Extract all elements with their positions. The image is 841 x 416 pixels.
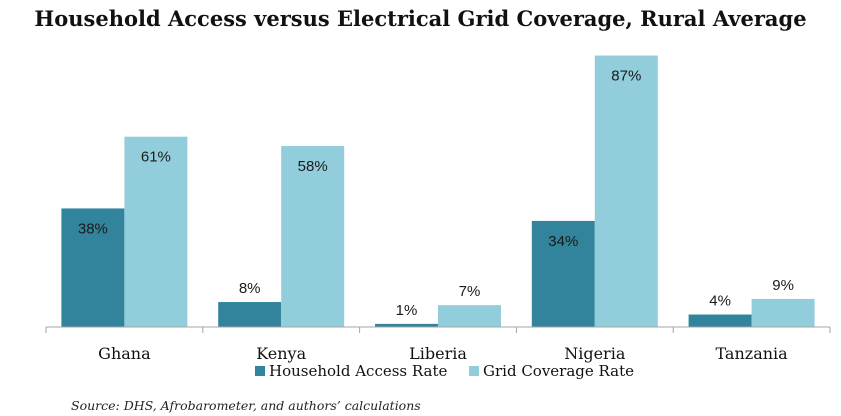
chart-title: Household Access versus Electrical Grid … bbox=[34, 6, 807, 31]
data-label-household-access-nigeria: 34% bbox=[548, 233, 578, 250]
bar-grid-coverage-liberia bbox=[438, 305, 501, 327]
legend-label-household-access: Household Access Rate bbox=[269, 362, 447, 380]
data-label-grid-coverage-tanzania: 9% bbox=[772, 277, 794, 294]
data-label-grid-coverage-liberia: 7% bbox=[459, 283, 481, 300]
x-tick-label-ghana: Ghana bbox=[98, 344, 151, 363]
bar-grid-coverage-ghana bbox=[124, 136, 188, 327]
bar-grid-coverage-tanzania bbox=[751, 298, 815, 327]
x-tick-label-tanzania: Tanzania bbox=[715, 344, 788, 363]
data-label-household-access-kenya: 8% bbox=[239, 280, 261, 297]
data-label-grid-coverage-nigeria: 87% bbox=[611, 68, 641, 85]
x-tick-label-kenya: Kenya bbox=[256, 344, 306, 363]
source-note: Source: DHS, Afrobarometer, and authors’… bbox=[71, 398, 421, 413]
data-label-grid-coverage-ghana: 61% bbox=[141, 149, 171, 166]
x-tick-label-nigeria: Nigeria bbox=[564, 344, 626, 363]
bar-household-access-nigeria bbox=[531, 220, 595, 327]
data-label-household-access-tanzania: 4% bbox=[709, 293, 731, 310]
data-label-household-access-ghana: 38% bbox=[78, 220, 108, 237]
bar-grid-coverage-kenya bbox=[281, 146, 345, 327]
bar-grid-coverage-nigeria bbox=[594, 55, 658, 328]
bar-household-access-ghana bbox=[61, 208, 125, 327]
data-label-grid-coverage-kenya: 58% bbox=[298, 158, 328, 175]
bar-household-access-liberia bbox=[375, 323, 438, 327]
legend-swatch-grid-coverage bbox=[469, 366, 479, 376]
legend-label-grid-coverage: Grid Coverage Rate bbox=[483, 362, 634, 380]
x-tick-label-liberia: Liberia bbox=[409, 344, 467, 363]
legend-swatch-household-access bbox=[255, 366, 265, 376]
data-label-household-access-liberia: 1% bbox=[396, 302, 418, 319]
bar-household-access-tanzania bbox=[688, 314, 752, 327]
bar-household-access-kenya bbox=[218, 302, 282, 327]
